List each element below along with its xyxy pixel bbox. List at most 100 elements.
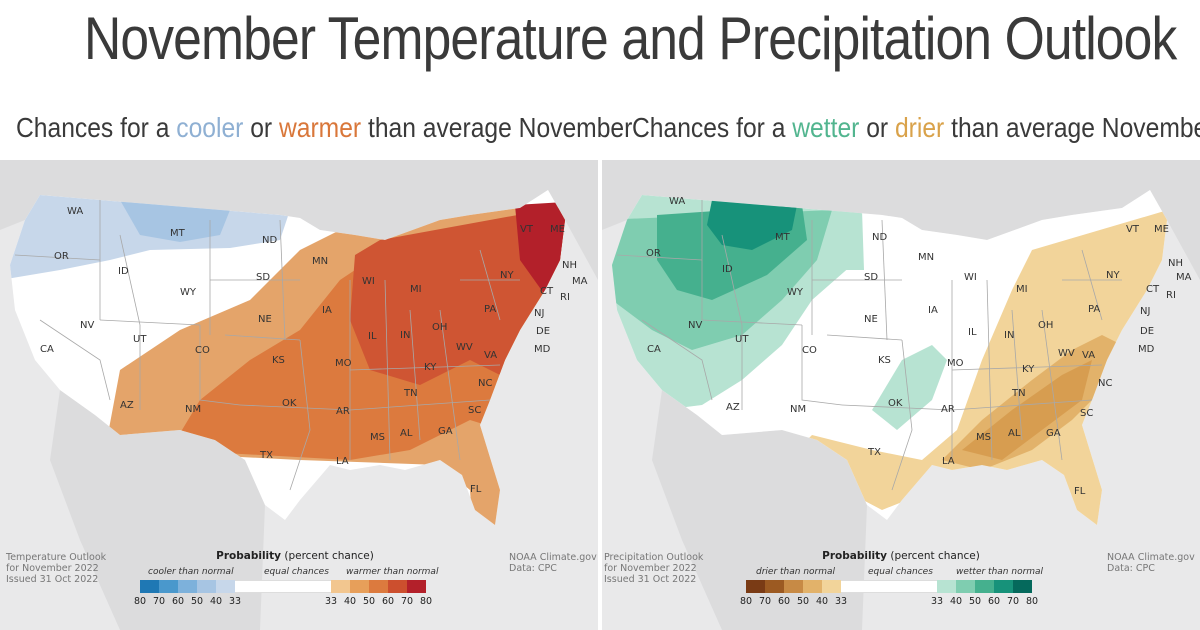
- state-label-pa: PA: [1088, 304, 1100, 315]
- state-label-ne: NE: [258, 314, 272, 325]
- state-label-ks: KS: [878, 355, 891, 366]
- legend-tick: 50: [968, 596, 982, 607]
- legend-title-bold: Probability: [822, 550, 888, 562]
- state-label-mi: MI: [410, 284, 422, 295]
- legend-wetter-caption: wetter than normal: [956, 567, 1044, 577]
- state-label-fl: FL: [1074, 486, 1086, 497]
- state-label-nh: NH: [562, 260, 577, 271]
- legend-tick: 50: [190, 596, 204, 607]
- credit-line: NOAA Climate.gov: [509, 552, 597, 563]
- state-label-wa: WA: [67, 206, 83, 217]
- state-label-mt: MT: [170, 228, 186, 239]
- temperature-subtitle: Chances for a cooler or warmer than aver…: [16, 112, 632, 144]
- state-label-al: AL: [1008, 428, 1021, 439]
- legend-swatch-warm-70: [388, 580, 407, 593]
- subtitle-middle: or: [243, 112, 279, 143]
- state-label-id: ID: [118, 266, 129, 277]
- state-label-oh: OH: [1038, 320, 1053, 331]
- state-label-co: CO: [802, 345, 817, 356]
- state-labels: WA OR ID MT WY CA NV UT AZ CO NM ND SD N…: [646, 196, 1192, 497]
- canada-land: [0, 160, 598, 280]
- mexico-land: [50, 390, 265, 630]
- state-label-ar: AR: [941, 404, 955, 415]
- legend-tick: 60: [777, 596, 791, 607]
- legend-tick: 80: [133, 596, 147, 607]
- state-label-nj: NJ: [1140, 306, 1150, 317]
- legend-tick: 33: [930, 596, 944, 607]
- legend-swatch-wet-80: [1013, 580, 1032, 593]
- legend-swatch-cool-70: [159, 580, 178, 593]
- precipitation-credit: NOAA Climate.gov Data: CPC: [1107, 552, 1195, 574]
- legend-drier-caption: drier than normal: [756, 567, 836, 577]
- subtitle-suffix: than average November: [361, 112, 633, 143]
- state-label-md: MD: [534, 344, 551, 355]
- state-label-va: VA: [1082, 350, 1095, 361]
- state-label-az: AZ: [120, 400, 134, 411]
- state-label-wv: WV: [456, 342, 473, 353]
- legend-tick: 60: [987, 596, 1001, 607]
- state-label-oh: OH: [432, 322, 447, 333]
- state-label-fl: FL: [470, 484, 482, 495]
- state-label-sc: SC: [468, 405, 481, 416]
- state-label-az: AZ: [726, 402, 740, 413]
- state-label-ut: UT: [735, 334, 749, 345]
- state-label-or: OR: [646, 248, 661, 259]
- state-label-nc: NC: [478, 378, 492, 389]
- canada-land: [602, 160, 1200, 280]
- state-label-wy: WY: [787, 287, 804, 298]
- state-label-ms: MS: [370, 432, 385, 443]
- state-label-tn: TN: [403, 388, 418, 399]
- drier-keyword: drier: [894, 112, 945, 143]
- state-label-ri: RI: [560, 292, 570, 303]
- wetter-60-area: [707, 200, 797, 250]
- state-label-ca: CA: [647, 344, 661, 355]
- legend-tick: 40: [949, 596, 963, 607]
- subtitle-middle: or: [859, 112, 895, 143]
- state-label-la: LA: [336, 456, 349, 467]
- legend-title-rest: (percent chance): [887, 550, 980, 562]
- legend-tick: 80: [1025, 596, 1039, 607]
- legend-title: Probability (percent chance): [130, 550, 460, 562]
- state-label-de: DE: [536, 326, 550, 337]
- state-label-ma: MA: [1176, 272, 1192, 283]
- state-label-ok: OK: [282, 398, 297, 409]
- legend-cooler-caption: cooler than normal: [148, 567, 234, 577]
- wetter-33-area-north: [827, 210, 864, 270]
- legend-tick: 50: [362, 596, 376, 607]
- legend-swatch-cool-40: [216, 580, 235, 593]
- state-label-ia: IA: [322, 305, 332, 316]
- legend-swatch-equal: [235, 580, 331, 593]
- credit-line: NOAA Climate.gov: [1107, 552, 1195, 563]
- state-label-nm: NM: [790, 404, 806, 415]
- legend-tick: 33: [834, 596, 848, 607]
- state-label-tx: TX: [259, 450, 273, 461]
- state-label-nd: ND: [262, 235, 277, 246]
- legend-tick: 70: [152, 596, 166, 607]
- state-label-nv: NV: [688, 320, 702, 331]
- legend-title-bold: Probability: [216, 550, 282, 562]
- precipitation-subtitle: Chances for a wetter or drier than avera…: [632, 112, 1200, 144]
- state-label-il: IL: [968, 327, 977, 338]
- state-label-tx: TX: [867, 447, 881, 458]
- state-label-nv: NV: [80, 320, 94, 331]
- legend-title: Probability (percent chance): [736, 550, 1066, 562]
- state-label-mn: MN: [312, 256, 328, 267]
- legend-tick: 40: [343, 596, 357, 607]
- legend-swatch-equal: [841, 580, 937, 593]
- state-label-sd: SD: [256, 272, 270, 283]
- state-label-ar: AR: [336, 406, 350, 417]
- state-label-ms: MS: [976, 432, 991, 443]
- state-label-tn: TN: [1011, 388, 1026, 399]
- state-label-wi: WI: [362, 276, 375, 287]
- state-label-mn: MN: [918, 252, 934, 263]
- cooler-keyword: cooler: [176, 112, 244, 143]
- state-label-wy: WY: [180, 287, 197, 298]
- state-label-va: VA: [484, 350, 497, 361]
- page-title: November Temperature and Precipitation O…: [84, 5, 1177, 72]
- state-label-ca: CA: [40, 344, 54, 355]
- legend-swatch-warm-40: [331, 580, 350, 593]
- legend-tick: 70: [400, 596, 414, 607]
- state-borders: [14, 200, 520, 491]
- state-label-mt: MT: [775, 232, 791, 243]
- wetter-keyword: wetter: [792, 112, 860, 143]
